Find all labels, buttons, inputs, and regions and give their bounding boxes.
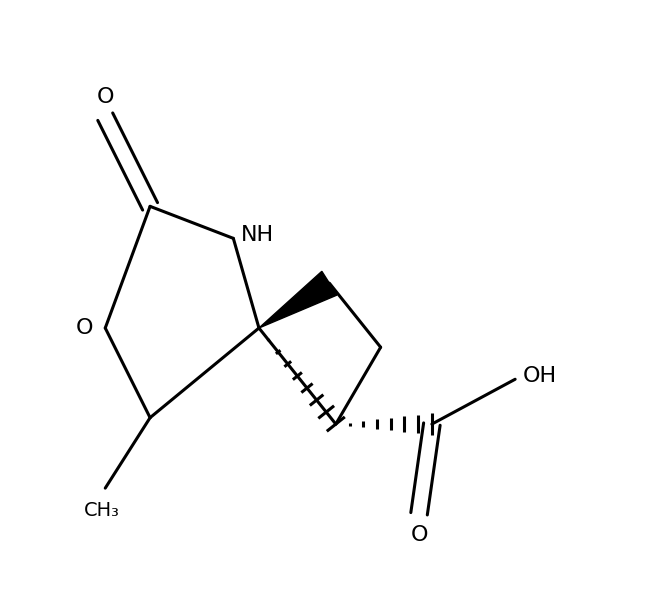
Text: O: O [410,525,428,545]
Polygon shape [259,271,337,328]
Text: O: O [96,87,114,107]
Text: CH₃: CH₃ [84,501,120,520]
Text: NH: NH [241,225,274,245]
Text: OH: OH [523,366,557,386]
Text: O: O [76,318,94,338]
